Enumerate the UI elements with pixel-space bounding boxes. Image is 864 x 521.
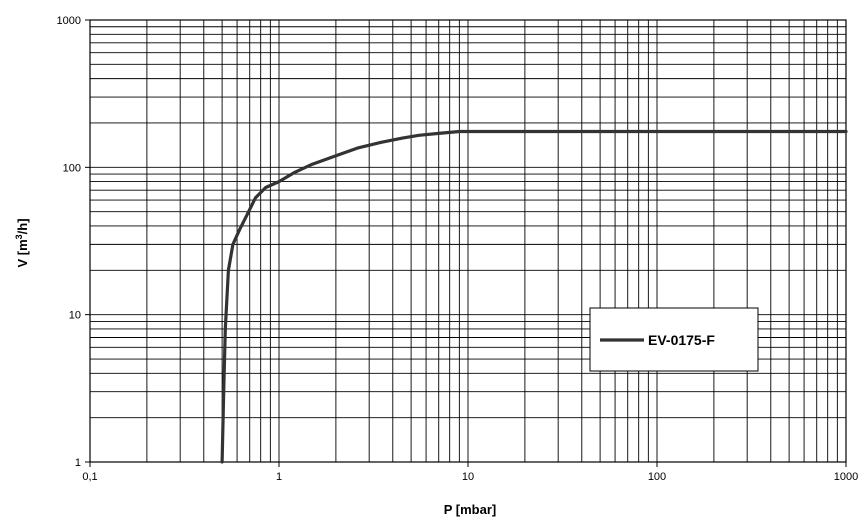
x-tick-label: 1 [276,471,282,483]
y-tick-label: 1000 [57,15,81,27]
y-tick-label: 10 [69,310,81,322]
x-axis-ticks: 0,1 1 10 100 1000 [82,462,858,483]
legend: EV-0175-F [589,307,759,372]
series-layer [220,129,848,464]
y-axis-title-superscript: 3 [14,234,24,239]
y-axis-title-main: V [m [15,239,30,267]
legend-label: EV-0175-F [648,332,715,348]
y-axis-title: V [m3/h] [14,218,30,267]
grid-lines [90,20,846,462]
y-tick-label: 100 [63,162,81,174]
x-tick-label: 0,1 [82,471,97,483]
x-axis-title: P [mbar] [444,502,497,517]
x-tick-label: 10 [462,471,474,483]
y-tick-label: 1 [75,457,81,469]
y-axis-ticks: 1 10 100 1000 [57,15,90,469]
y-axis-title-tail: /h] [15,218,30,234]
x-tick-label: 100 [648,471,666,483]
x-tick-label: 1000 [834,471,858,483]
series-line [220,129,848,464]
